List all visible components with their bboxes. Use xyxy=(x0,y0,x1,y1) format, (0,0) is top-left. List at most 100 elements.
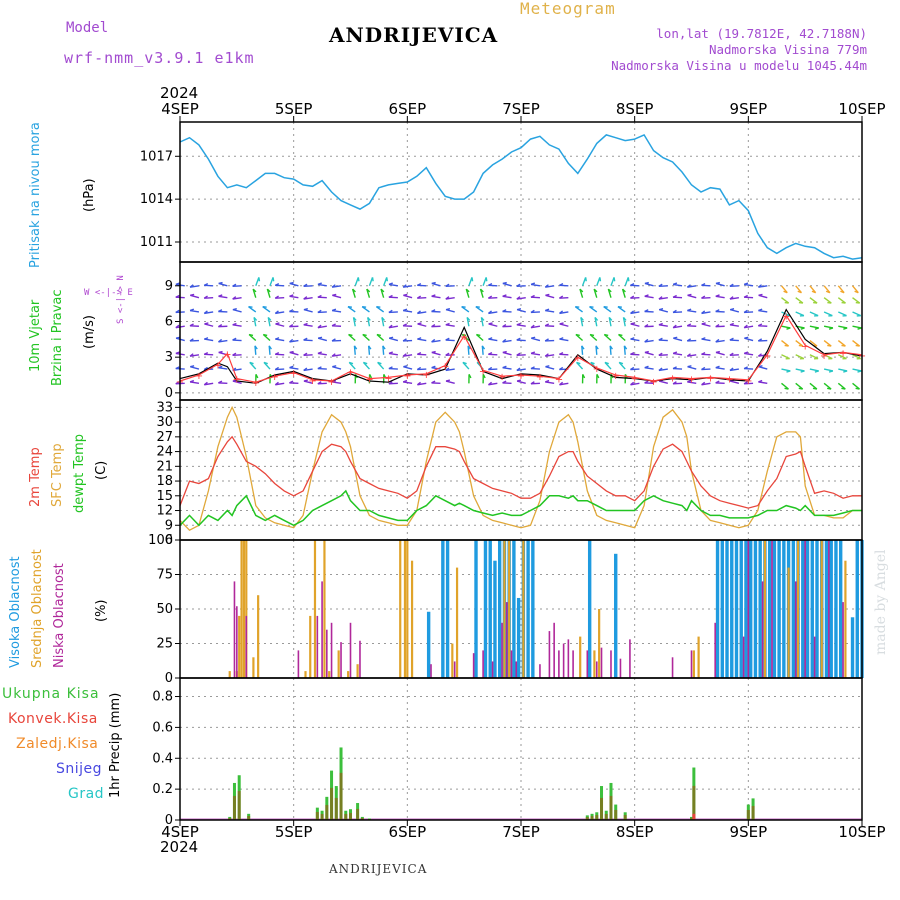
wind-arrows xyxy=(175,277,862,390)
wind-arrow xyxy=(353,345,356,355)
grid-layer xyxy=(180,122,862,821)
wind-arrow xyxy=(701,338,711,342)
cloud-bar-0 xyxy=(829,540,833,678)
wind-arrow xyxy=(581,277,587,287)
wind-arrow-head xyxy=(218,281,223,285)
wind-arrow xyxy=(468,277,473,287)
wind-arrow-head xyxy=(303,308,308,311)
rain-bar-inner xyxy=(609,795,613,820)
wind-arrow-head xyxy=(687,365,692,368)
pressure-line xyxy=(179,133,863,260)
y-tick-label: 33 xyxy=(156,400,173,415)
wind-arrow-head xyxy=(502,324,507,328)
wind-marker: + xyxy=(271,372,279,383)
altitude-model-text: Nadmorska Visina u modelu 1045.44m xyxy=(611,58,867,73)
wind-arrow xyxy=(332,381,342,385)
cloud-bar-0 xyxy=(730,540,734,678)
wind-arrow xyxy=(431,282,441,287)
y-tick-label: 3 xyxy=(165,350,173,365)
cloud-bar-1 xyxy=(579,636,582,678)
wind-arrow-head xyxy=(416,351,422,355)
wind-arrow xyxy=(303,368,313,372)
wind-arrow-head xyxy=(630,366,635,371)
cloud-bar-0 xyxy=(441,540,445,678)
wind-marker: + xyxy=(782,312,790,323)
wind-arrow-head xyxy=(203,310,208,314)
wind-arrow xyxy=(545,381,555,385)
wind-arrow xyxy=(781,311,790,317)
wind-arrow-head xyxy=(672,309,677,314)
cloud-bar-0 xyxy=(753,540,758,678)
wind-arrow xyxy=(729,368,739,372)
wind-arrow-head xyxy=(743,324,748,329)
wind-arrow-head xyxy=(630,322,635,325)
x-tick-label-bottom: 7SEP xyxy=(502,823,540,841)
wind-arrow xyxy=(289,339,299,343)
wind-arrow xyxy=(530,352,541,356)
wind-arrow-head xyxy=(218,380,223,384)
cloud-bar-0 xyxy=(834,540,838,678)
cloud-bar-2 xyxy=(595,661,598,678)
wind-arrow-head xyxy=(275,337,280,340)
wind-arrow xyxy=(823,339,832,347)
wind-arrow xyxy=(838,354,847,360)
wind-arrow xyxy=(852,297,861,304)
rain-bar-inner xyxy=(690,817,693,820)
wind-arrow xyxy=(190,294,200,299)
wind-arrow-head xyxy=(190,365,195,368)
wind-arrow-head xyxy=(729,296,734,300)
wind-arrow-head xyxy=(516,296,521,300)
cloud-bar-1 xyxy=(593,650,596,678)
wind-arrow xyxy=(823,285,831,294)
wind-arrow-head xyxy=(758,293,763,297)
wind-arrow-head xyxy=(559,310,564,314)
wind-arrow-head xyxy=(590,361,595,365)
x-tick-label-bottom: 9SEP xyxy=(730,823,768,841)
wind-arrow xyxy=(809,297,818,304)
wind-arrow-head xyxy=(559,381,564,386)
wind-arrow xyxy=(317,283,327,287)
wind-arrow xyxy=(289,282,299,287)
cloud-bar-0 xyxy=(739,540,743,678)
wind-arrow xyxy=(376,333,385,342)
wind-arrow-head xyxy=(380,288,385,293)
wind-arrow-head xyxy=(841,387,846,390)
wind-arrow-head xyxy=(416,381,421,386)
cloud-bar-1 xyxy=(257,595,260,678)
wind-arrow-head xyxy=(468,374,472,379)
wind-arrow-head xyxy=(757,323,763,327)
wind-arrow xyxy=(368,277,374,287)
precip-legend-snow: Snijeg xyxy=(56,761,103,777)
wind-arrow xyxy=(809,368,819,372)
wind-arrow xyxy=(545,354,555,357)
wind-arrow-head xyxy=(262,305,267,308)
wind-arrow xyxy=(658,368,668,372)
wind-arrow-head xyxy=(485,277,488,282)
wind-arrow xyxy=(467,345,470,355)
wind-arrow-head xyxy=(658,337,663,341)
cloud-bar-1 xyxy=(403,540,407,678)
wind-arrow-head xyxy=(596,374,600,379)
y-tick-label: 25 xyxy=(156,637,173,652)
wind-arrow xyxy=(851,285,859,294)
wind-marker: + xyxy=(289,369,297,380)
wind-arrow xyxy=(445,368,455,372)
wind-arrow xyxy=(332,285,342,288)
wind-arrow xyxy=(445,380,455,385)
cloud-bar-0 xyxy=(488,540,492,678)
wind-arrow-head xyxy=(580,316,584,321)
wind-arrow-head xyxy=(545,379,550,383)
wind-arrow xyxy=(462,361,470,370)
wind-arrow-head xyxy=(729,322,734,326)
wind-arrow xyxy=(545,294,555,299)
wind-arrow xyxy=(466,317,470,327)
cloud-bar-2 xyxy=(330,622,333,678)
wind-arrow-head xyxy=(331,308,337,312)
rain-bar-inner xyxy=(623,814,627,820)
wind-marker: + xyxy=(233,375,241,386)
wind-arrow-head xyxy=(559,351,564,355)
wind-arrow-head xyxy=(332,365,337,368)
wind-arrow-head xyxy=(559,322,564,325)
wind-marker: + xyxy=(593,364,601,375)
